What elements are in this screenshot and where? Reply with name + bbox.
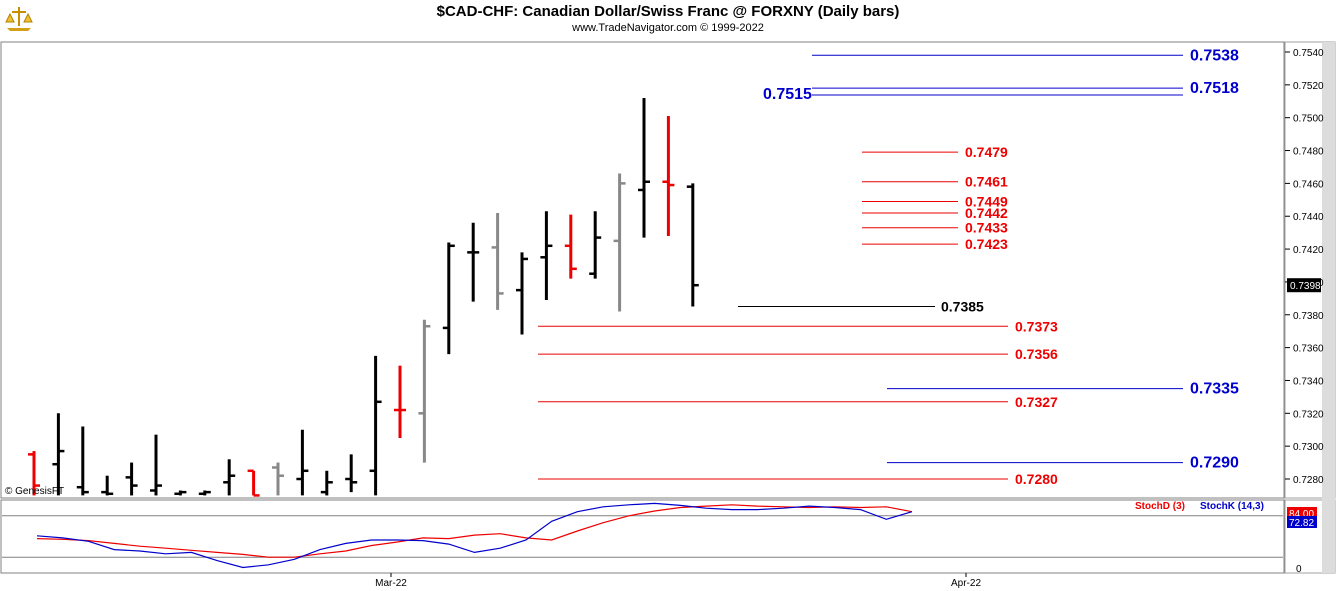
level-label: 0.7442 (965, 205, 1008, 221)
price-tick-label: 0.7480 (1293, 147, 1324, 158)
level-label: 0.7423 (965, 236, 1008, 252)
price-tick-label: 0.7460 (1293, 179, 1324, 190)
chart-subtitle: www.TradeNavigator.com © 1999-2022 (572, 22, 764, 34)
level-label: 0.7385 (941, 299, 984, 315)
level-label: 0.7515 (763, 86, 812, 103)
last-price-box (1287, 278, 1321, 293)
chart-title: $CAD-CHF: Canadian Dollar/Swiss Franc @ … (436, 3, 900, 20)
level-label: 0.7356 (1015, 346, 1058, 362)
stochastic-line (36, 502, 913, 569)
price-tick-label: 0.7300 (1293, 442, 1324, 453)
price-tick-label: 0.7420 (1293, 245, 1324, 256)
stochastic-legend-d: StochD (3) (1135, 501, 1185, 512)
stoch-k-value-box (1287, 516, 1317, 528)
stoch-zero-label: 0 (1296, 564, 1302, 575)
level-lines: 0.75380.75180.75150.74790.74610.74490.74… (538, 47, 1239, 487)
level-label: 0.7335 (1190, 381, 1239, 398)
last-price-label: 0.7398 (1290, 281, 1321, 292)
date-tick-label: Apr-22 (951, 578, 981, 589)
trade-navigator-logo (4, 4, 34, 32)
price-tick-label: 0.7440 (1293, 212, 1324, 223)
level-label: 0.7518 (1190, 80, 1239, 97)
price-tick-label: 0.7500 (1293, 114, 1324, 125)
stoch-d-value: 84.00 (1289, 509, 1314, 520)
price-tick-label: 0.7280 (1293, 475, 1324, 486)
stochastic-panel (0, 499, 1285, 574)
price-tick-label: 0.7380 (1293, 311, 1324, 322)
date-axis: Mar-22 Apr-22 (375, 573, 981, 589)
stochastic-legend-k: StochK (14,3) (1200, 501, 1264, 512)
level-label: 0.7290 (1190, 455, 1239, 472)
price-bars (28, 97, 699, 497)
price-tick-label: 0.7520 (1293, 81, 1324, 92)
price-tick-label: 0.7540 (1293, 48, 1324, 59)
price-tick-label: 0.7340 (1293, 376, 1324, 387)
price-tick-label: 0.7360 (1293, 344, 1324, 355)
level-label: 0.7373 (1015, 318, 1058, 334)
scrollbar[interactable] (1322, 42, 1335, 573)
level-label: 0.7538 (1190, 47, 1239, 64)
watermark: © GenesisFT (5, 486, 64, 497)
price-axis: 0.7540 0.7520 0.7500 0.7480 0.7460 0.7440 0.74… (1285, 48, 1324, 486)
stoch-k-value: 72.82 (1289, 518, 1314, 529)
level-label: 0.7327 (1015, 394, 1058, 410)
date-tick-label: Mar-22 (375, 578, 407, 589)
price-tick-label: 0.7320 (1293, 409, 1324, 420)
stochastic-line (36, 504, 913, 558)
level-label: 0.7479 (965, 144, 1008, 160)
level-label: 0.7461 (965, 174, 1008, 190)
level-label: 0.7280 (1015, 471, 1058, 487)
level-label: 0.7449 (965, 193, 1008, 209)
level-label: 0.7433 (965, 220, 1008, 236)
